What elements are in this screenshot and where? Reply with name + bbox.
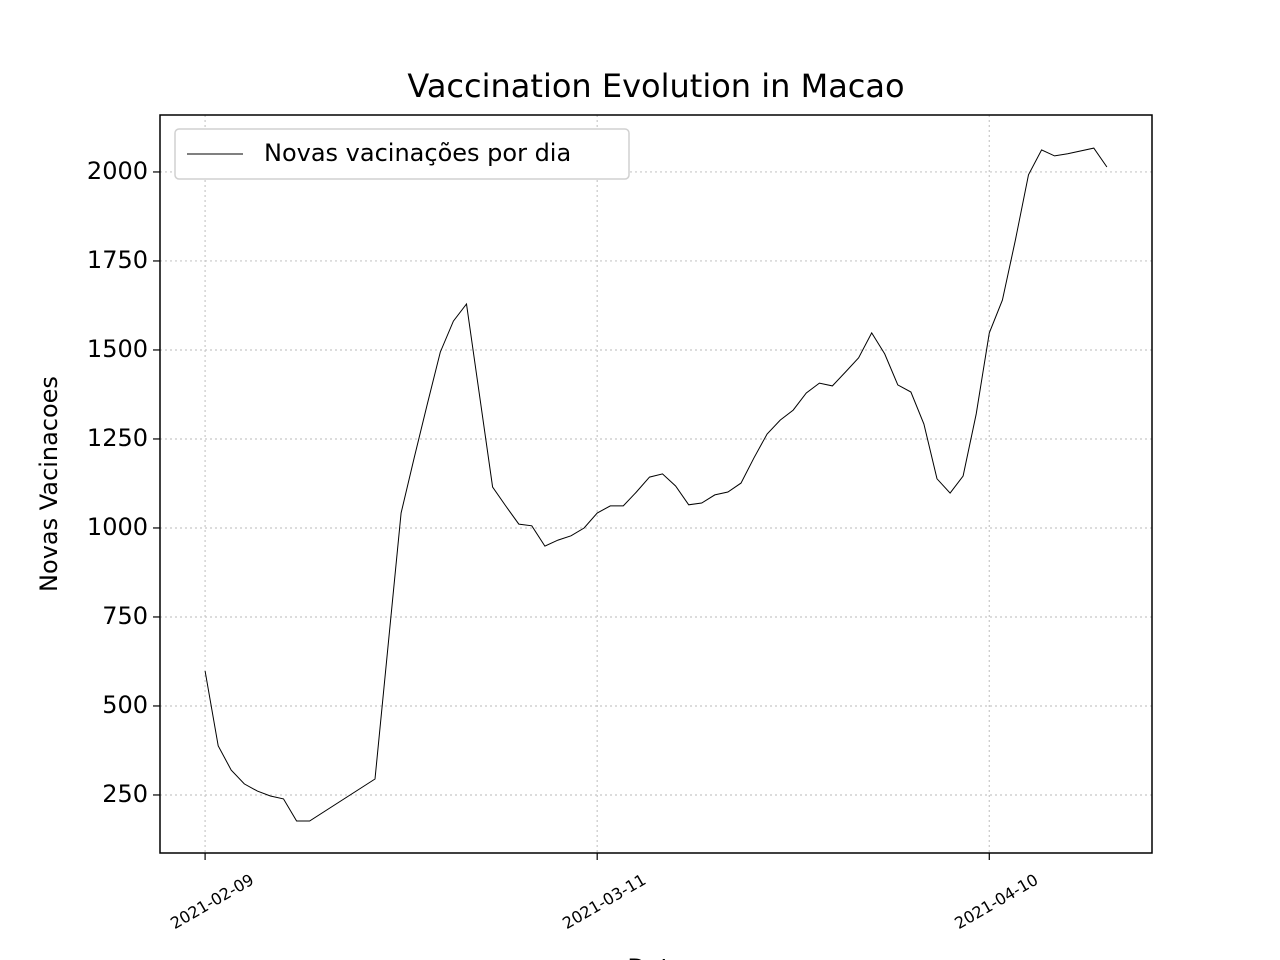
x-axis-label: Data (627, 954, 684, 960)
plot-frame (159, 114, 1153, 854)
y-tick-label: 1000 (87, 513, 148, 541)
x-tick-label: 2021-02-09 (167, 870, 257, 933)
legend-label: Novas vacinações por dia (264, 139, 571, 167)
y-tick-label: 250 (102, 780, 148, 808)
x-tick-label: 2021-04-10 (951, 870, 1041, 933)
y-tick-label: 500 (102, 691, 148, 719)
y-axis-label: Novas Vacinacoes (35, 376, 63, 592)
legend: Novas vacinações por dia (174, 128, 630, 180)
chart-title: Vaccination Evolution in Macao (407, 67, 904, 105)
legend-frame (174, 128, 630, 180)
y-tick-label: 2000 (87, 157, 148, 185)
y-tick-label: 1250 (87, 424, 148, 452)
data-line (204, 147, 1108, 822)
y-tick-label: 1750 (87, 246, 148, 274)
x-tick-label: 2021-03-11 (559, 870, 649, 933)
y-tick-label: 750 (102, 602, 148, 630)
y-tick-label: 1500 (87, 335, 148, 363)
